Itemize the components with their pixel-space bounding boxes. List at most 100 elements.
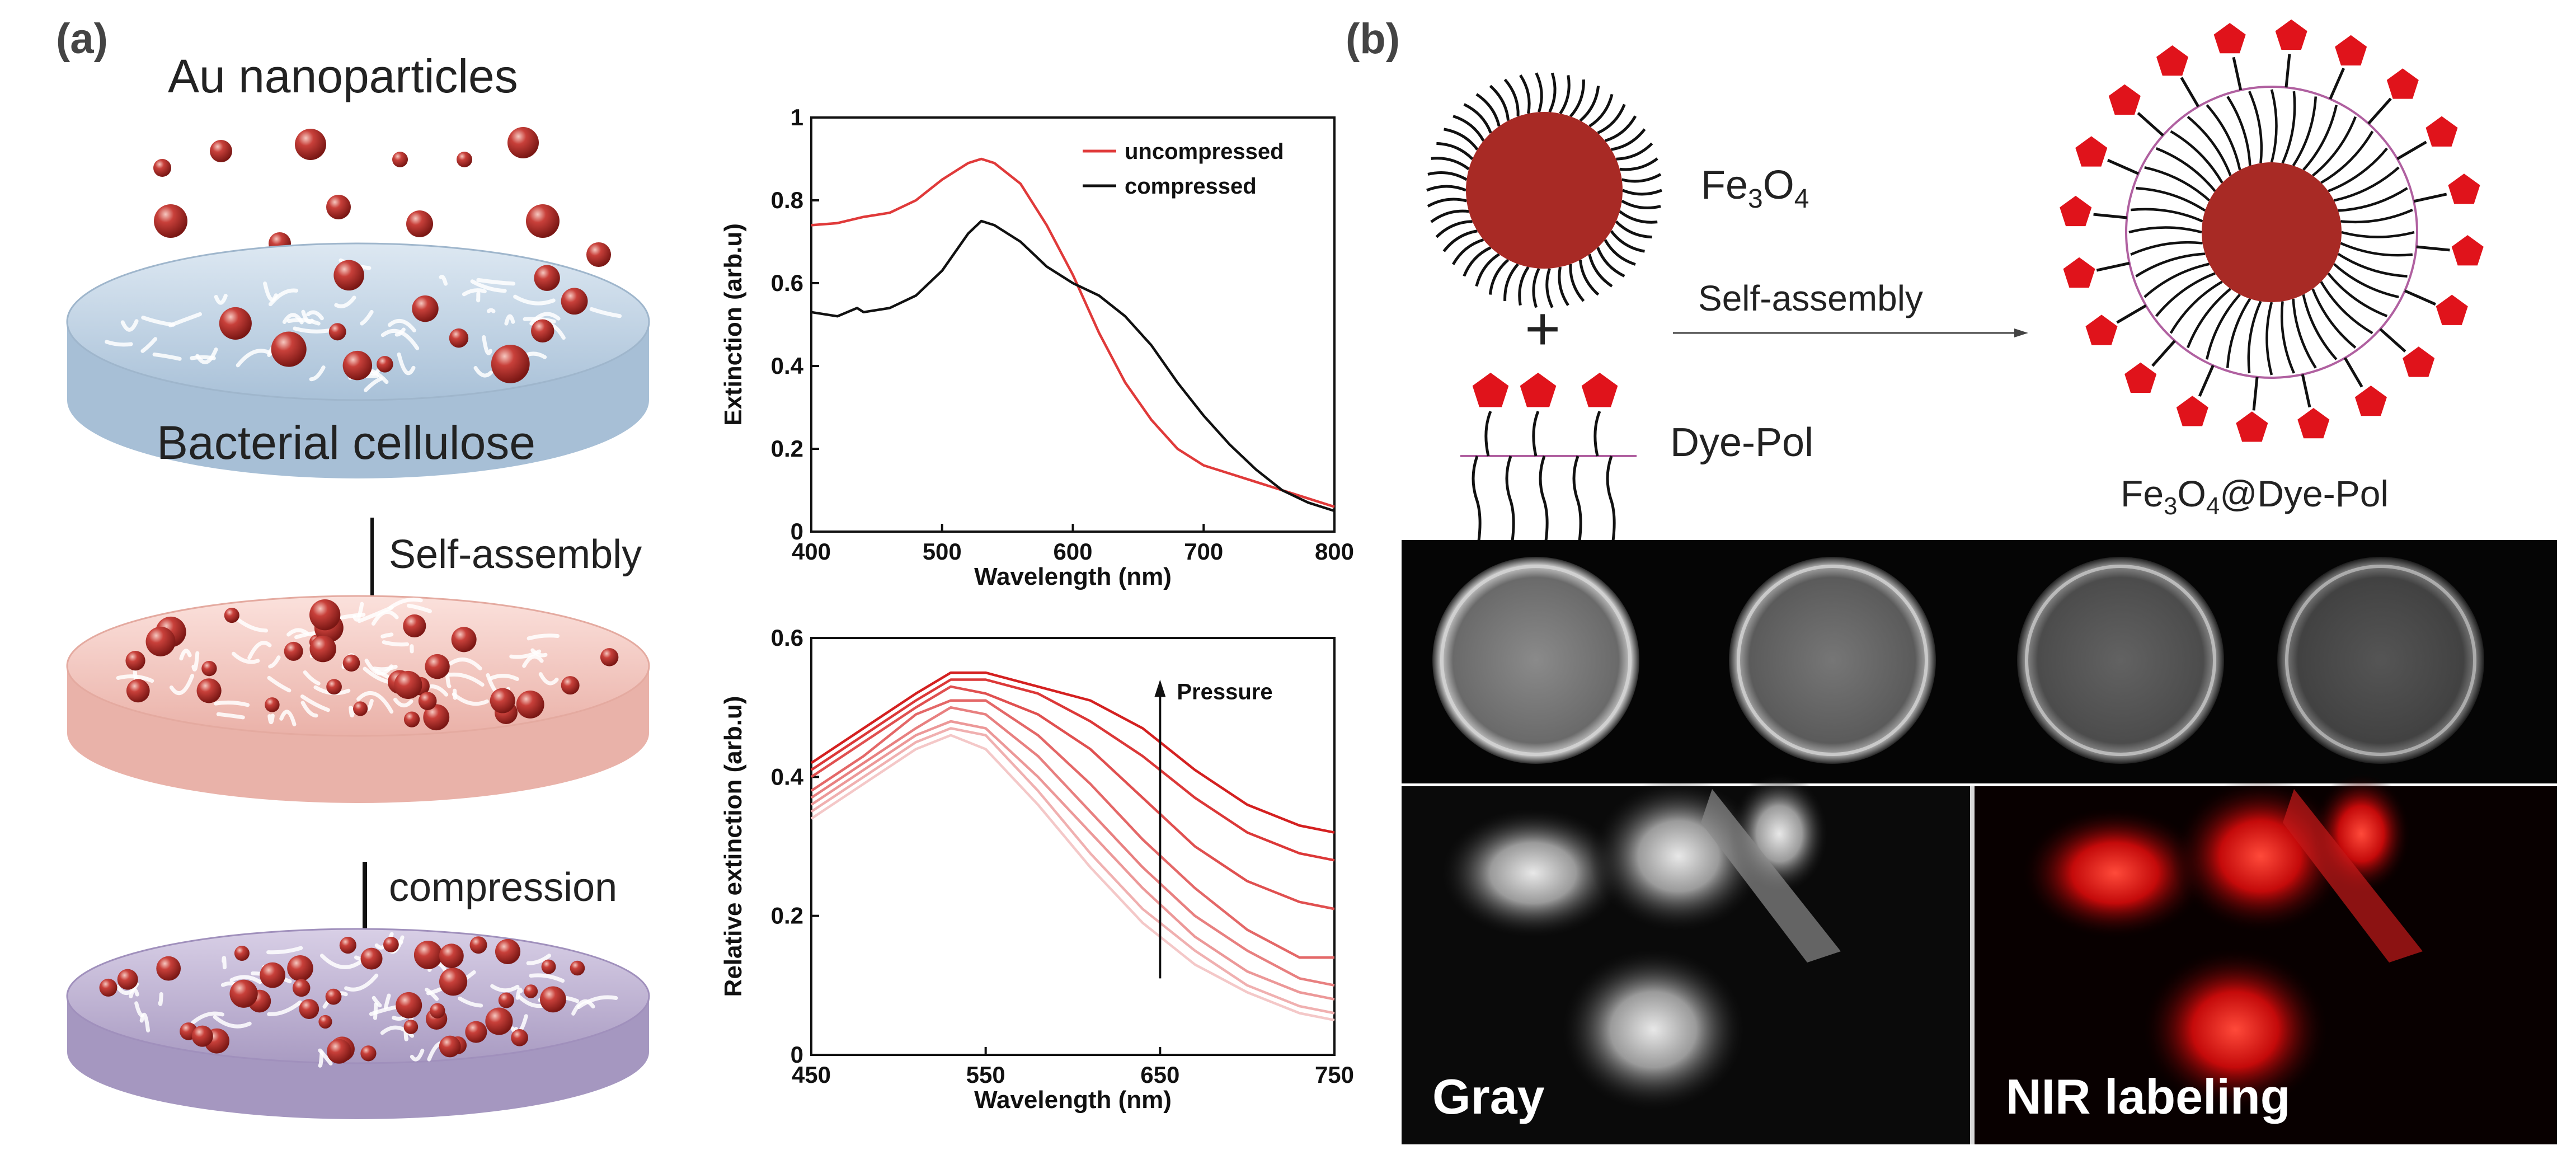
ligand-chain xyxy=(1616,222,1652,237)
au-nanoparticle xyxy=(425,654,449,679)
mri-well xyxy=(1432,557,1639,764)
ligand-chain xyxy=(2321,281,2372,333)
au-nanoparticle xyxy=(156,956,181,981)
dye-pentagon xyxy=(2452,235,2484,265)
au-nanoparticle xyxy=(265,697,280,712)
cellulose-fiber xyxy=(224,958,225,968)
dye-pentagon xyxy=(2448,173,2480,204)
series-line-compressed xyxy=(811,221,1334,511)
ligand-chain xyxy=(2188,117,2230,176)
series-line-s3 xyxy=(811,721,1334,999)
y-axis-label: Extinction (arb.u) xyxy=(720,223,747,426)
dye-linker xyxy=(2094,214,2127,218)
dye-linker xyxy=(2117,306,2146,322)
dye-pentagon xyxy=(2214,23,2246,53)
dye-pol-label: Dye-Pol xyxy=(1670,420,1813,465)
ligand-chain xyxy=(2338,254,2408,276)
au-nanoparticle xyxy=(394,671,422,699)
gray-label: Gray xyxy=(1432,1069,1545,1124)
au-nanoparticle xyxy=(271,331,307,367)
mri-well xyxy=(2017,557,2224,764)
au-nanoparticle xyxy=(457,152,472,167)
au-nanoparticle xyxy=(465,1021,487,1043)
ligand-chain xyxy=(1464,105,1491,133)
ligand-chain xyxy=(2340,210,2412,222)
ligand-chain xyxy=(2293,299,2316,368)
ligand-chain xyxy=(1431,158,1469,169)
ligand-chain xyxy=(1571,79,1584,116)
cellulose-fiber xyxy=(447,675,449,686)
au-nanoparticle xyxy=(360,1045,376,1061)
y-tick-label: 1 xyxy=(791,104,803,130)
au-nanoparticle xyxy=(326,989,342,1005)
product-core xyxy=(2202,162,2342,302)
au-nanoparticle xyxy=(192,1026,213,1047)
dye-pentagon xyxy=(2124,363,2156,393)
au-nanoparticle xyxy=(329,323,346,340)
dye-linker xyxy=(2096,263,2130,270)
x-tick-label: 500 xyxy=(923,538,962,565)
au-nanoparticle xyxy=(154,204,187,238)
cellulose-fiber xyxy=(351,708,354,716)
au-nanoparticles-label: Au nanoparticles xyxy=(168,50,518,102)
x-tick-label: 800 xyxy=(1315,538,1354,565)
au-nanoparticle xyxy=(561,288,588,314)
au-nanoparticle xyxy=(201,661,217,676)
dye-pentagon xyxy=(2276,20,2307,50)
au-nanoparticle xyxy=(229,980,257,1008)
dye-linker xyxy=(2234,57,2241,90)
y-tick-label: 0 xyxy=(791,1041,803,1068)
ligand-chain xyxy=(1428,172,1466,179)
au-nanoparticle xyxy=(299,999,319,1019)
x-tick-label: 550 xyxy=(966,1062,1005,1088)
dye-pentagon xyxy=(2335,35,2367,65)
dye-linker xyxy=(2199,365,2213,396)
ligand-chain xyxy=(1428,199,1466,206)
ligand-chain xyxy=(1453,240,1483,264)
dye-linker xyxy=(2368,98,2391,124)
dye-pentagon xyxy=(2063,257,2095,288)
ligand-chain xyxy=(2131,242,2202,255)
au-nanoparticle xyxy=(327,1039,351,1064)
au-nanoparticle xyxy=(326,195,351,219)
ligand-chain xyxy=(1453,116,1483,140)
plus-sign: + xyxy=(1525,294,1560,363)
dye-linker xyxy=(2152,341,2175,366)
y-tick-label: 0 xyxy=(791,518,803,544)
x-tick-label: 750 xyxy=(1315,1062,1354,1088)
dye-linker xyxy=(2108,160,2138,173)
au-nanoparticle xyxy=(495,939,520,964)
dye-linker xyxy=(2286,54,2290,88)
cellulose-fiber xyxy=(192,357,214,358)
cellulose-fiber xyxy=(384,642,407,645)
dye-pentagon xyxy=(1473,373,1509,407)
ligand-chain xyxy=(2282,301,2294,373)
au-nanoparticle xyxy=(343,655,360,672)
au-nanoparticle xyxy=(396,992,422,1018)
au-nanoparticle xyxy=(439,968,467,996)
dye-pentagon xyxy=(2156,45,2188,76)
ligand-chain xyxy=(1536,73,1542,112)
panel-b-label: (b) xyxy=(1346,15,1400,63)
nir-labeling-image: NIR labeling xyxy=(1975,772,2557,1144)
ligand-chain xyxy=(2136,254,2205,276)
dye-pentagon xyxy=(2060,196,2091,226)
dye-pentagon xyxy=(2387,68,2419,98)
au-nanoparticle xyxy=(377,356,393,373)
ligand-chain xyxy=(1477,254,1499,286)
ligand-chain xyxy=(2267,302,2272,375)
dye-pentagon xyxy=(2436,295,2468,325)
au-nanoparticle xyxy=(260,963,285,988)
dye-linker xyxy=(2414,194,2447,201)
x-axis-label: Wavelength (nm) xyxy=(974,563,1172,590)
au-nanoparticle xyxy=(534,265,560,291)
y-tick-label: 0.8 xyxy=(771,187,803,213)
au-nanoparticle xyxy=(540,986,566,1012)
y-tick-label: 0.4 xyxy=(771,763,804,790)
series-line-s6 xyxy=(811,687,1334,909)
au-nanoparticle xyxy=(326,679,342,694)
legend-label: uncompressed xyxy=(1125,139,1284,164)
ligand-chain xyxy=(2328,148,2387,191)
